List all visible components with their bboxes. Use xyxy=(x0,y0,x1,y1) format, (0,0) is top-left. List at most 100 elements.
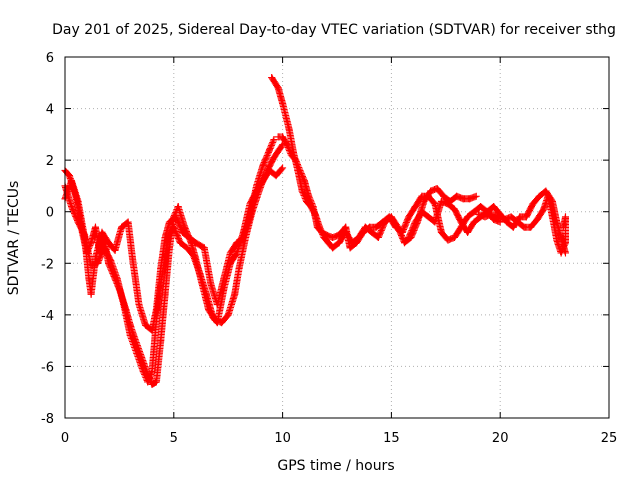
data-point xyxy=(239,234,247,241)
data-point xyxy=(542,187,550,195)
data-point xyxy=(353,239,361,247)
series-markers xyxy=(474,192,569,257)
data-point xyxy=(259,177,267,185)
y-tick-label: 4 xyxy=(46,103,54,118)
data-point xyxy=(418,192,426,200)
data-point xyxy=(233,249,241,257)
data-point xyxy=(553,236,561,244)
data-point xyxy=(457,218,465,226)
data-point xyxy=(464,228,472,236)
plot-frame xyxy=(64,56,610,419)
data-point xyxy=(213,301,221,309)
data-point xyxy=(259,161,267,169)
data-point xyxy=(335,231,343,239)
data-point xyxy=(152,306,160,314)
data-point xyxy=(148,380,156,388)
series-arc xyxy=(474,192,569,257)
data-point xyxy=(207,280,215,288)
x-tick-label: 15 xyxy=(383,431,400,446)
data-point xyxy=(157,337,165,345)
data-point xyxy=(157,264,165,272)
data-point xyxy=(514,218,522,226)
data-point xyxy=(135,301,143,309)
data-point xyxy=(133,350,141,358)
data-point xyxy=(161,290,169,298)
data-point xyxy=(346,244,354,252)
data-point xyxy=(561,213,569,221)
data-point xyxy=(540,205,548,213)
data-point xyxy=(189,252,197,260)
data-point xyxy=(431,218,439,226)
y-tick-label: -8 xyxy=(41,412,54,427)
data-point xyxy=(179,228,187,236)
data-point xyxy=(437,197,445,205)
data-point xyxy=(418,208,426,216)
data-point xyxy=(100,244,108,252)
data-point xyxy=(453,192,461,200)
data-point xyxy=(342,223,350,231)
data-point xyxy=(274,84,282,92)
data-point xyxy=(268,74,276,82)
data-point xyxy=(466,195,474,203)
data-point xyxy=(440,192,448,200)
data-point xyxy=(183,244,191,252)
series-arc xyxy=(405,187,569,257)
data-point xyxy=(529,200,537,208)
data-point xyxy=(235,264,243,272)
data-point xyxy=(287,151,295,159)
y-tick-label: 2 xyxy=(46,154,54,169)
y-tick-label: 6 xyxy=(46,51,54,66)
data-point xyxy=(279,99,287,107)
data-point xyxy=(444,236,452,244)
data-point xyxy=(335,239,343,247)
data-point xyxy=(385,213,393,221)
data-point xyxy=(270,136,278,144)
data-point xyxy=(279,133,287,141)
data-point xyxy=(200,244,208,252)
data-point xyxy=(142,321,150,329)
data-point xyxy=(305,192,313,200)
data-point xyxy=(279,164,287,172)
data-point xyxy=(481,213,489,221)
data-point xyxy=(535,192,543,200)
data-point xyxy=(392,223,400,231)
data-point xyxy=(213,319,221,327)
data-point xyxy=(561,239,569,247)
data-point xyxy=(444,200,452,208)
data-point xyxy=(68,177,76,185)
data-point xyxy=(148,368,156,376)
data-point xyxy=(544,192,552,200)
data-point xyxy=(87,290,95,298)
data-point xyxy=(283,141,291,149)
data-point xyxy=(516,213,524,221)
data-point xyxy=(398,228,406,236)
x-tick-label: 5 xyxy=(170,431,178,446)
data-point xyxy=(202,290,210,298)
data-point xyxy=(220,275,228,283)
data-point xyxy=(437,228,445,236)
data-point xyxy=(477,203,485,211)
data-point xyxy=(494,213,502,221)
data-point xyxy=(318,228,326,236)
data-point xyxy=(374,234,382,241)
data-point xyxy=(300,177,308,185)
data-point xyxy=(411,203,419,211)
data-point xyxy=(309,203,317,211)
data-point xyxy=(165,218,173,226)
data-point xyxy=(224,311,232,319)
series-arc xyxy=(274,133,504,252)
y-tick-label: -6 xyxy=(41,360,54,375)
data-point xyxy=(366,223,374,231)
data-point xyxy=(285,125,293,133)
data-point xyxy=(472,192,480,200)
y-tick-label: -4 xyxy=(41,309,54,324)
series-arc xyxy=(61,136,278,334)
data-point xyxy=(427,187,435,195)
data-point xyxy=(372,223,380,231)
x-axis-title: GPS time / hours xyxy=(277,458,394,474)
data-point xyxy=(176,239,184,247)
data-point xyxy=(231,290,239,298)
y-axis-title: SDTVAR / TECUs xyxy=(6,181,22,296)
data-point xyxy=(520,223,528,231)
